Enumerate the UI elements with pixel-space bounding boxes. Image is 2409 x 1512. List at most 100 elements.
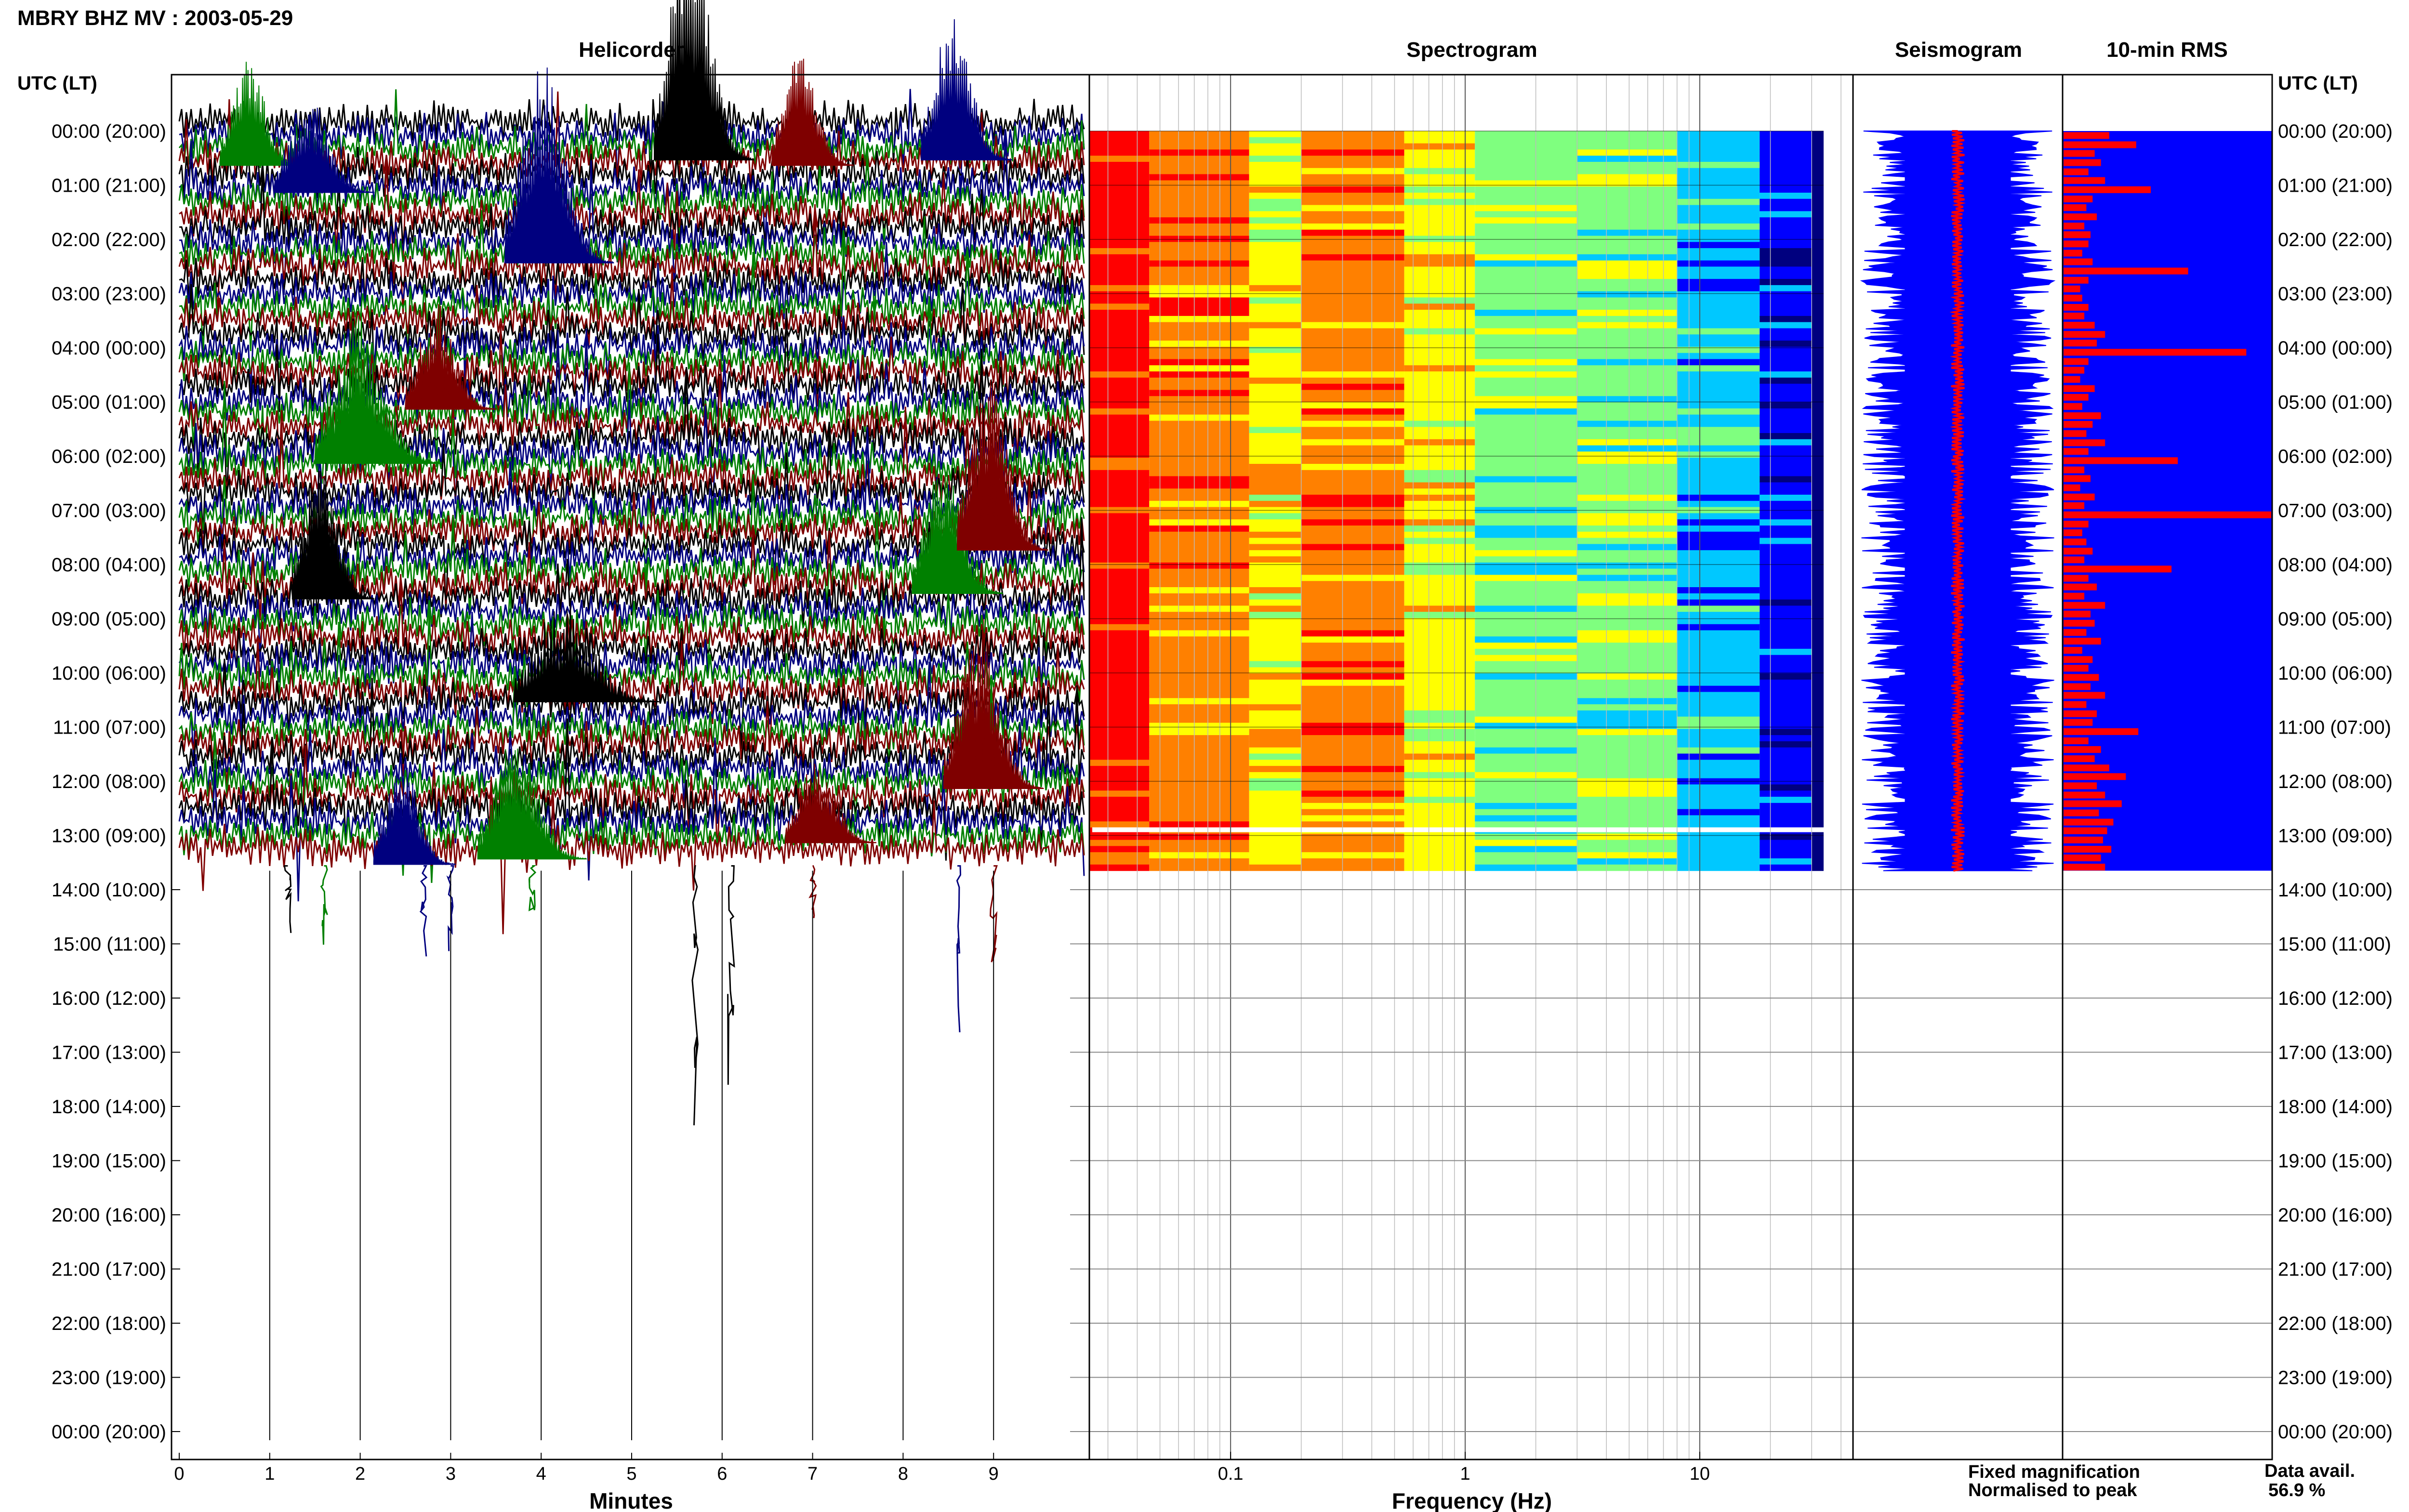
spectrogram-cell [1812,710,1824,717]
spectrogram-cell [1404,402,1475,409]
spectrogram-cell [1677,297,1760,304]
spectrogram-cell [1089,538,1150,544]
spectrogram-cell [1249,297,1301,304]
spectrogram-cell [1089,593,1150,600]
spectrogram-cell [1577,279,1677,286]
spectrogram-cell [1812,655,1824,662]
spectrogram-cell [1475,538,1577,544]
spectrogram-cell [1404,790,1475,797]
spectrogram-cell [1812,433,1824,440]
spectrogram-cell [1404,217,1475,224]
spectrogram-cell [1812,451,1824,458]
spectrogram-cell [1677,766,1760,773]
spectrogram-cell [1677,519,1760,526]
spectrogram-cell [1089,168,1150,175]
spectrogram-cell [1404,316,1475,323]
spectrogram-cell [1249,137,1301,144]
spectrogram-cell [1577,587,1677,594]
spectrogram-cell [1760,852,1812,859]
spectrogram-cell [1149,815,1249,822]
spectrogram-cell [1677,143,1760,150]
spectrogram-cell [1812,538,1824,544]
spectrogram-cell [1760,735,1812,742]
spectrogram-cell [1089,396,1150,403]
spectrogram-cell [1677,180,1760,187]
spectrogram-cell [1577,519,1677,526]
spectrogram-cell [1677,229,1760,237]
spectrogram-cell [1149,526,1249,532]
spectrogram-cell [1812,353,1824,360]
spectrogram-cell [1812,359,1824,366]
spectrogram-cell [1089,156,1150,162]
spectrogram-cell [1149,273,1249,279]
spectrogram-cell [1249,248,1301,255]
time-label-left: 17:00 (13:00) [52,1042,166,1064]
spectrogram-cell [1249,655,1301,662]
spectrogram-cell [1089,236,1150,242]
spectrogram-cell [1577,464,1677,471]
spectrogram-cell [1249,846,1301,853]
rms-bar [2064,746,2101,753]
spectrogram-cell [1089,248,1150,255]
spectrogram-cell [1677,334,1760,341]
spectrogram-cell [1149,618,1249,625]
spectrogram-cell [1677,168,1760,175]
spectrogram-cell [1249,273,1301,279]
spectrogram-cell [1301,716,1404,723]
helicorder-spike [956,865,962,1033]
spectrogram-cell [1089,735,1150,742]
spectrogram-cell [1475,217,1577,224]
rms-bar [2064,448,2089,455]
spectrogram-cell [1089,303,1150,310]
spectrogram-cell [1089,667,1150,674]
time-label-left: 05:00 (01:00) [52,392,166,413]
helicorder-event [504,67,614,264]
spectrogram-cell [1812,624,1824,631]
spectrogram-cell [1404,211,1475,218]
spectrogram-cell [1760,359,1812,366]
spectrogram-cell [1404,809,1475,816]
spectrogram-cell [1249,303,1301,310]
helicorder-spike [446,865,454,951]
rms-bar [2064,575,2089,582]
spectrogram-cell [1812,692,1824,698]
spectrogram-cell [1677,741,1760,748]
spectrogram-cell [1677,667,1760,674]
spectrogram-cell [1249,568,1301,575]
spectrogram-cell [1149,784,1249,791]
spectrogram-cell [1577,143,1677,150]
spectrogram-cell [1089,846,1150,853]
spectrogram-cell [1404,236,1475,242]
spectrogram-cell [1301,618,1404,625]
spectrogram-cell [1301,753,1404,760]
spectrogram-cell [1404,365,1475,372]
time-label-right: 11:00 (07:00) [2278,717,2391,738]
spectrogram-cell [1475,741,1577,748]
spectrogram-cell [1677,636,1760,643]
spectrogram-cell [1577,630,1677,637]
spectrogram-cell [1475,821,1577,828]
spectrogram-cell [1475,766,1577,773]
figure-title: MBRY BHZ MV : 2003-05-29 [17,6,293,30]
spectrogram-cell [1760,353,1812,360]
spectrogram-cell [1404,322,1475,329]
spectrogram-cell [1301,581,1404,588]
spectrogram-cell [1404,488,1475,495]
time-label-left: 03:00 (23:00) [52,284,166,305]
spectrogram-cell [1677,858,1760,865]
spectrogram-cell [1404,433,1475,440]
spectrogram-cell [1301,279,1404,286]
spectrogram-cell [1404,593,1475,600]
helicorder-trace [179,210,1085,328]
spectrogram-cell [1812,316,1824,323]
spectrogram-cell [1475,648,1577,656]
spectrogram-cell [1249,531,1301,539]
spectrogram-cell [1301,445,1404,452]
spectrogram-cell [1577,156,1677,162]
spectrogram-cell [1577,673,1677,680]
rms-bar [2064,240,2089,248]
spectrogram-cell [1760,482,1812,489]
spectrogram-cell [1812,236,1824,242]
spectrogram-cell [1677,186,1760,193]
spectrogram-cell [1301,224,1404,230]
